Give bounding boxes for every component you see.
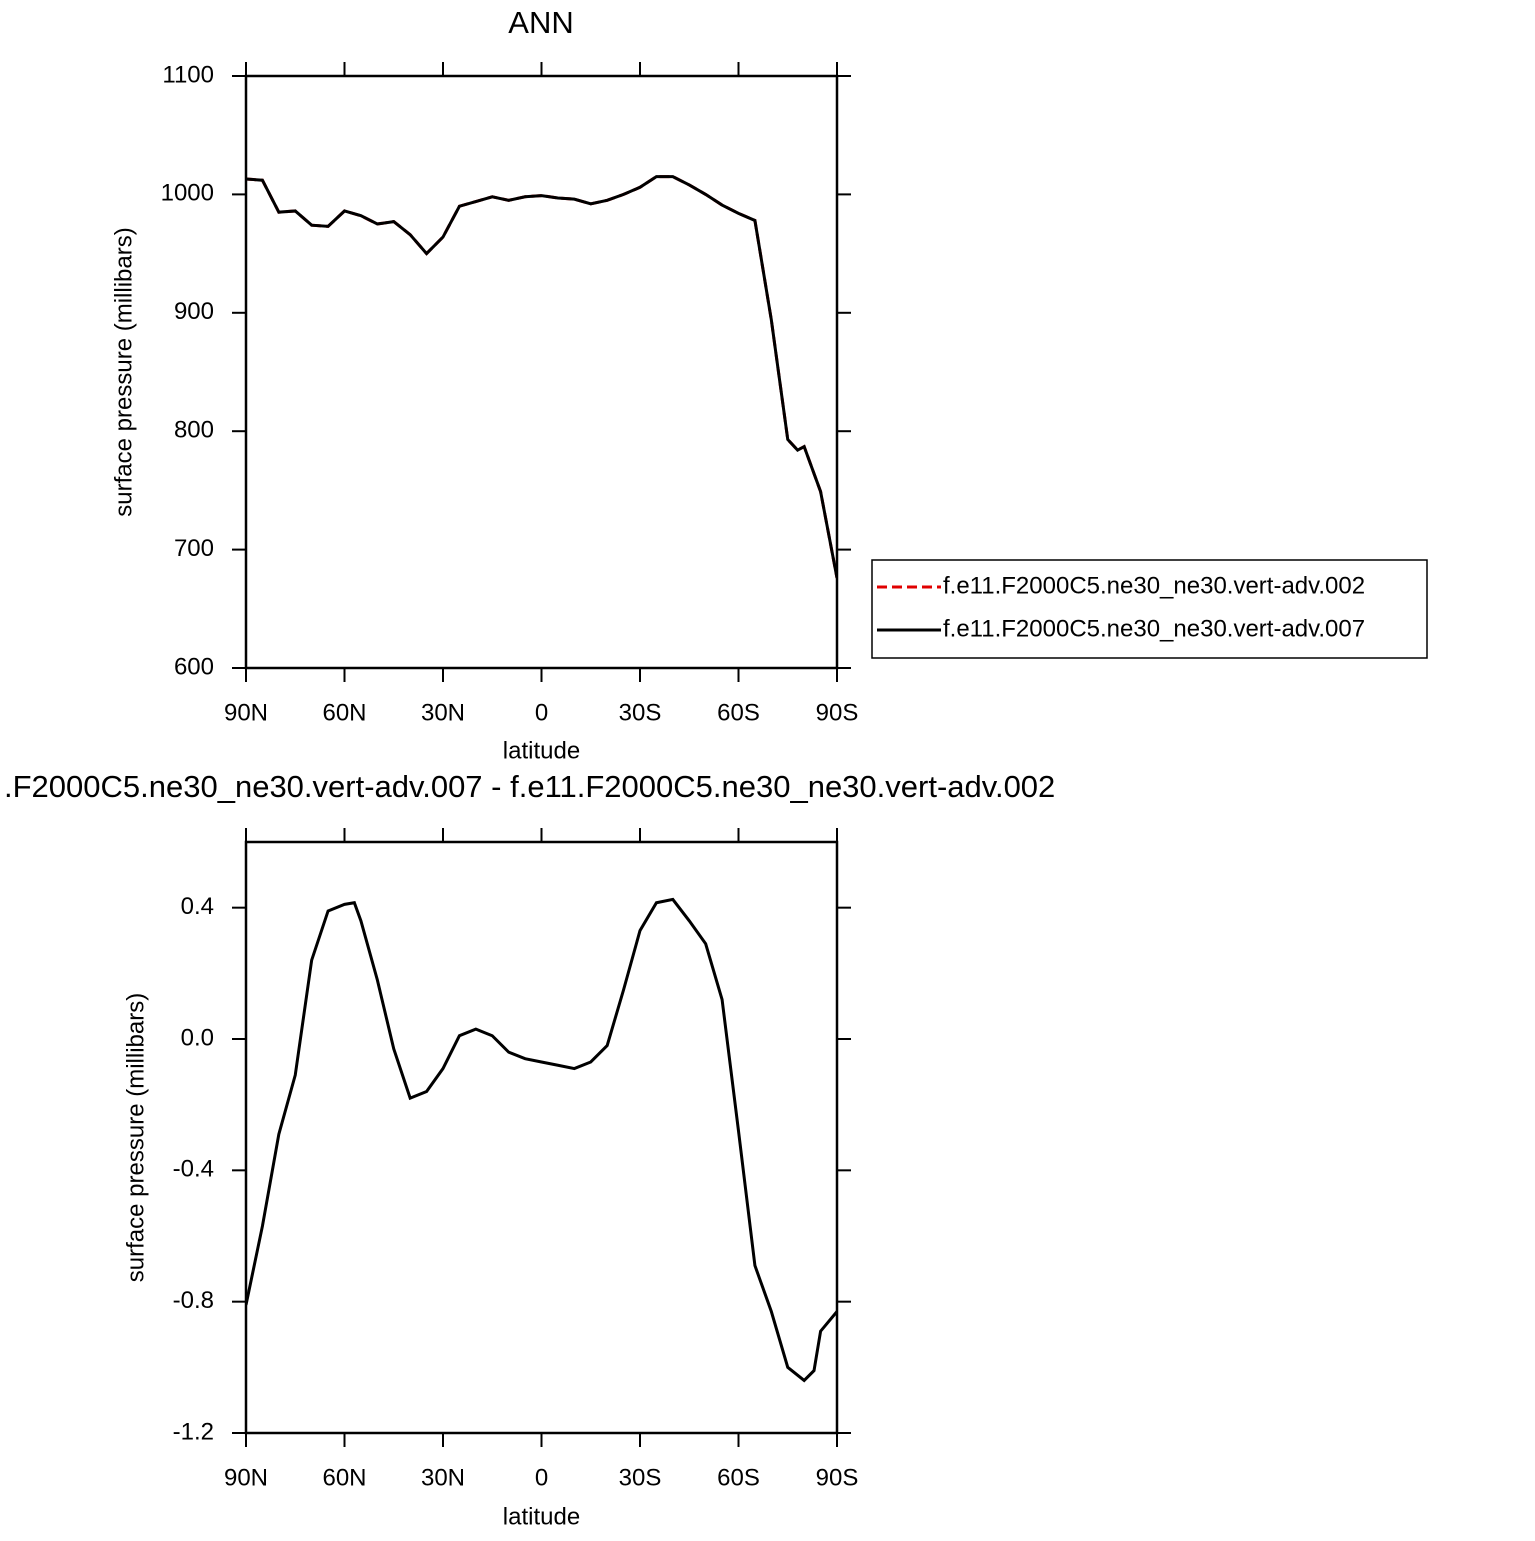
- x-axis-label: latitude: [503, 1503, 580, 1530]
- chart-title: .F2000C5.ne30_ne30.vert-adv.007 - f.e11.…: [4, 769, 1055, 804]
- y-tick-label: 1000: [161, 180, 214, 207]
- y-tick-label: 0.0: [181, 1024, 214, 1051]
- y-axis-label: surface pressure (millibars): [122, 993, 149, 1282]
- legend-box: [871, 559, 1428, 659]
- plot-area: [246, 897, 837, 1383]
- x-tick-label: 0: [535, 699, 548, 726]
- x-tick-label: 30S: [619, 699, 662, 726]
- data-line: [246, 897, 837, 1383]
- y-tick-label: 1100: [162, 61, 214, 88]
- data-line: [246, 175, 837, 579]
- plot-frame: [244, 840, 839, 1435]
- y-tick-label: 900: [174, 298, 214, 325]
- x-tick-label: 60N: [322, 699, 366, 726]
- chart-title: ANN: [508, 5, 573, 40]
- legend-label: f.e11.F2000C5.ne30_ne30.vert-adv.002: [943, 572, 1365, 599]
- x-tick-label: 90S: [816, 699, 859, 726]
- x-tick-label: 0: [535, 1464, 548, 1491]
- x-tick-label: 90N: [224, 699, 268, 726]
- y-tick-label: -1.2: [173, 1418, 214, 1445]
- x-axis-label: latitude: [503, 737, 580, 764]
- plot-area: [246, 175, 837, 579]
- plot-frame: [244, 74, 839, 670]
- x-tick-label: 30N: [421, 699, 465, 726]
- x-tick-label: 60N: [322, 1464, 366, 1491]
- x-tick-label: 60S: [717, 699, 760, 726]
- y-tick-label: -0.4: [173, 1156, 214, 1183]
- x-tick-label: 30S: [619, 1464, 662, 1491]
- y-tick-label: 800: [174, 417, 214, 444]
- data-line: [246, 175, 837, 579]
- x-tick-label: 90N: [224, 1464, 268, 1491]
- y-axis-label: surface pressure (millibars): [110, 227, 137, 516]
- y-tick-label: -0.8: [173, 1287, 214, 1314]
- y-tick-label: 700: [174, 535, 214, 562]
- y-tick-label: 0.4: [181, 893, 214, 920]
- legend-label: f.e11.F2000C5.ne30_ne30.vert-adv.007: [943, 615, 1365, 642]
- x-tick-label: 90S: [816, 1464, 859, 1491]
- y-tick-label: 600: [174, 653, 214, 680]
- x-tick-label: 30N: [421, 1464, 465, 1491]
- x-tick-label: 60S: [717, 1464, 760, 1491]
